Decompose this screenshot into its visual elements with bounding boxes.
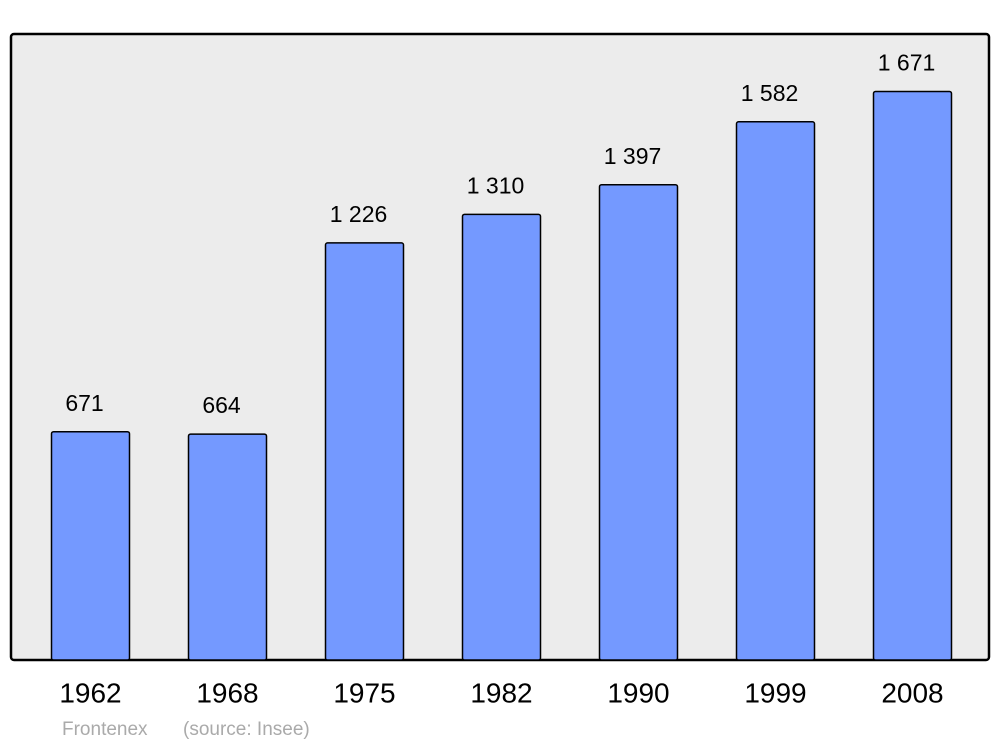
bar	[187, 433, 268, 661]
x-tick-label: 1999	[744, 677, 806, 708]
chart-title: Frontenex	[62, 719, 148, 740]
bar	[461, 213, 542, 661]
x-tick-label: 1982	[470, 677, 532, 708]
value-label: 1 310	[467, 172, 525, 198]
x-tick-label: 1968	[196, 677, 258, 708]
bar	[324, 242, 405, 661]
bar	[50, 430, 131, 661]
value-label: 1 671	[878, 50, 936, 76]
x-tick-label: 2008	[881, 677, 943, 708]
bar	[735, 121, 816, 661]
x-tick-label: 1990	[607, 677, 669, 708]
value-label: 1 226	[330, 201, 388, 227]
value-label: 664	[202, 392, 241, 418]
bar	[872, 90, 953, 661]
x-tick-label: 1975	[333, 677, 395, 708]
source: (source: Insee)	[183, 719, 310, 740]
value-label: 1 582	[741, 80, 799, 106]
x-tick-label: 1962	[59, 677, 121, 708]
bar	[598, 183, 679, 661]
value-label: 671	[65, 390, 103, 416]
value-label: 1 397	[604, 143, 662, 169]
